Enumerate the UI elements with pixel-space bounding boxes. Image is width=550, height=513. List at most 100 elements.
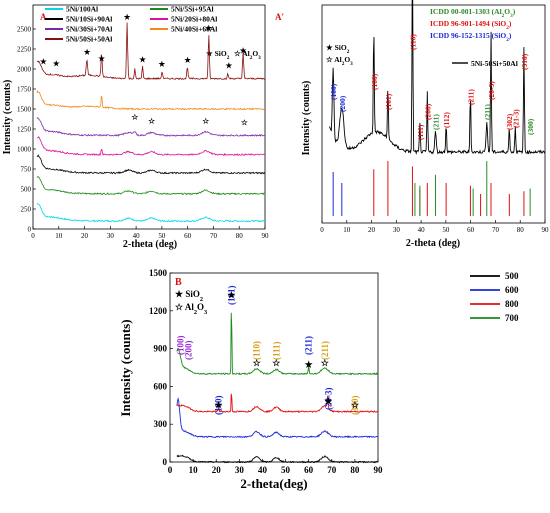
x-tick-label: 40	[258, 465, 268, 475]
x-tick-label: 80	[517, 226, 525, 234]
peak-label: (110)	[408, 34, 417, 50]
x-tick-label: 60	[184, 232, 192, 240]
panel-b-label: B	[175, 277, 182, 288]
x-tick-label: 0	[31, 232, 35, 240]
reference-close: )	[513, 7, 516, 16]
legend-entry: 700	[505, 313, 519, 323]
peak-label: (111)	[271, 341, 281, 360]
reference-close: )	[509, 31, 512, 40]
subscript: 3	[350, 61, 353, 67]
x-tick-label: 90	[374, 465, 384, 475]
series-line	[176, 312, 379, 376]
y-tick-label: 900	[154, 344, 168, 354]
peak-label: (100)	[329, 83, 338, 100]
y-tick-label: 500	[21, 186, 32, 194]
x-tick-label: 40	[418, 226, 426, 234]
y-tick-label: 250	[21, 206, 32, 214]
al2o3-key: ☆ Al2O3	[175, 302, 207, 316]
open-star-glyph: ☆	[234, 49, 242, 58]
series-line	[36, 117, 266, 137]
peak-label: (302)	[505, 113, 514, 130]
al2o3-marker: ☆	[241, 118, 249, 127]
sio2-key: ★ SiO2	[175, 289, 203, 303]
x-tick-label: 30	[235, 465, 245, 475]
x-tick-label: 60	[467, 226, 475, 234]
open-star-glyph: ☆	[175, 302, 185, 312]
sio2-key: ★ SiO2	[206, 49, 230, 61]
peak-label: (300)	[350, 396, 360, 416]
al2o3-marker: ☆	[272, 358, 281, 368]
panel-a-label: A	[40, 12, 47, 22]
x-tick-label: 10	[189, 465, 199, 475]
x-tick-label: 40	[133, 232, 141, 240]
panel-b-xlabel: 2-theta(deg)	[240, 476, 307, 491]
legend-entry: 5Ni/40Si+60Al	[171, 25, 217, 34]
x-tick-label: 20	[368, 226, 376, 234]
open-star-glyph: ☆	[326, 55, 334, 64]
panel-a-prime-label: A'	[275, 12, 284, 22]
peak-label: (211)	[320, 341, 330, 360]
legend-entry: 600	[505, 285, 519, 295]
subscript: 2	[200, 296, 203, 303]
x-tick-label: 50	[158, 232, 166, 240]
x-tick-label: 70	[492, 226, 500, 234]
sio2-marker: ★	[214, 400, 223, 410]
legend-entry: 5Ni/5Si+95Al	[171, 5, 214, 14]
series-line	[36, 90, 266, 111]
x-tick-label: 0	[320, 226, 324, 234]
peak-label: (101)	[384, 93, 393, 110]
subscript: 2	[506, 37, 509, 43]
reference-label: ICDD 96-152-1315 (SiO	[430, 31, 506, 40]
o-text: O	[344, 55, 350, 64]
reference-label: ICDD 00-001-1303 (Al	[430, 7, 502, 16]
y-tick-label: 1200	[149, 306, 168, 316]
x-tick-label: 80	[350, 465, 360, 475]
sio2-marker: ★	[84, 48, 92, 57]
star-glyph: ★	[326, 43, 335, 52]
al2o3-marker: ☆	[148, 116, 156, 125]
series-line	[36, 176, 266, 196]
reference-label: ICDD 96-901-1494 (SiO	[430, 19, 506, 28]
y-tick-label: 2500	[17, 26, 32, 34]
panel-a: A 2-theta (deg) Intensity (counts) 0 10 20…	[2, 5, 269, 251]
sio2-marker: ★	[40, 57, 48, 66]
peak-label: (200)	[184, 341, 194, 361]
x-tick-label: 30	[107, 232, 115, 240]
sio2-marker: ★	[159, 60, 167, 69]
panel-a-frame	[32, 4, 266, 230]
sio2-key: ★ SiO2	[326, 43, 350, 55]
al-text: Al	[242, 49, 250, 58]
y-tick-label: 0	[163, 457, 168, 467]
al-text: Al	[334, 55, 342, 64]
subscript: 3	[204, 309, 207, 316]
peak-label: (200)	[338, 95, 347, 112]
al2o3-marker: ☆	[351, 400, 360, 410]
sio2-marker: ★	[227, 290, 236, 300]
sio2-text: SiO	[335, 43, 347, 52]
legend-entry: 5Ni/20Si+80Al	[171, 15, 217, 24]
reference-entry: ICDD 00-001-1303 (Al2O3)	[430, 7, 516, 19]
star-glyph: ★	[206, 49, 215, 58]
subscript: 2	[342, 61, 345, 67]
peak-label: (111)	[416, 124, 425, 140]
legend-entry: 5Ni/30Si+70Al	[66, 25, 112, 34]
star-glyph: ★	[175, 289, 185, 299]
y-tick-label: 2000	[17, 66, 32, 74]
x-tick-label: 80	[236, 232, 244, 240]
sio2-text: SiO	[215, 49, 227, 58]
legend-entry: 500	[505, 271, 519, 281]
subscript: 2	[250, 55, 253, 61]
series-line	[36, 154, 266, 175]
x-tick-label: 30	[393, 226, 401, 234]
peak-label: (101)	[227, 286, 237, 306]
peak-label: (21-3)	[511, 109, 520, 128]
x-tick-label: 10	[55, 232, 63, 240]
subscript: 2	[227, 55, 230, 61]
legend-entry: 5Ni/50Si+50Al	[66, 35, 112, 44]
legend-entry: 5Ni/10Si+90Al	[66, 15, 112, 24]
peak-label: (100)	[370, 73, 379, 90]
panel-a-prime-xlabel: 2-theta (deg)	[406, 238, 460, 249]
o-text: O	[197, 302, 204, 312]
al2o3-marker: ☆	[131, 112, 139, 121]
